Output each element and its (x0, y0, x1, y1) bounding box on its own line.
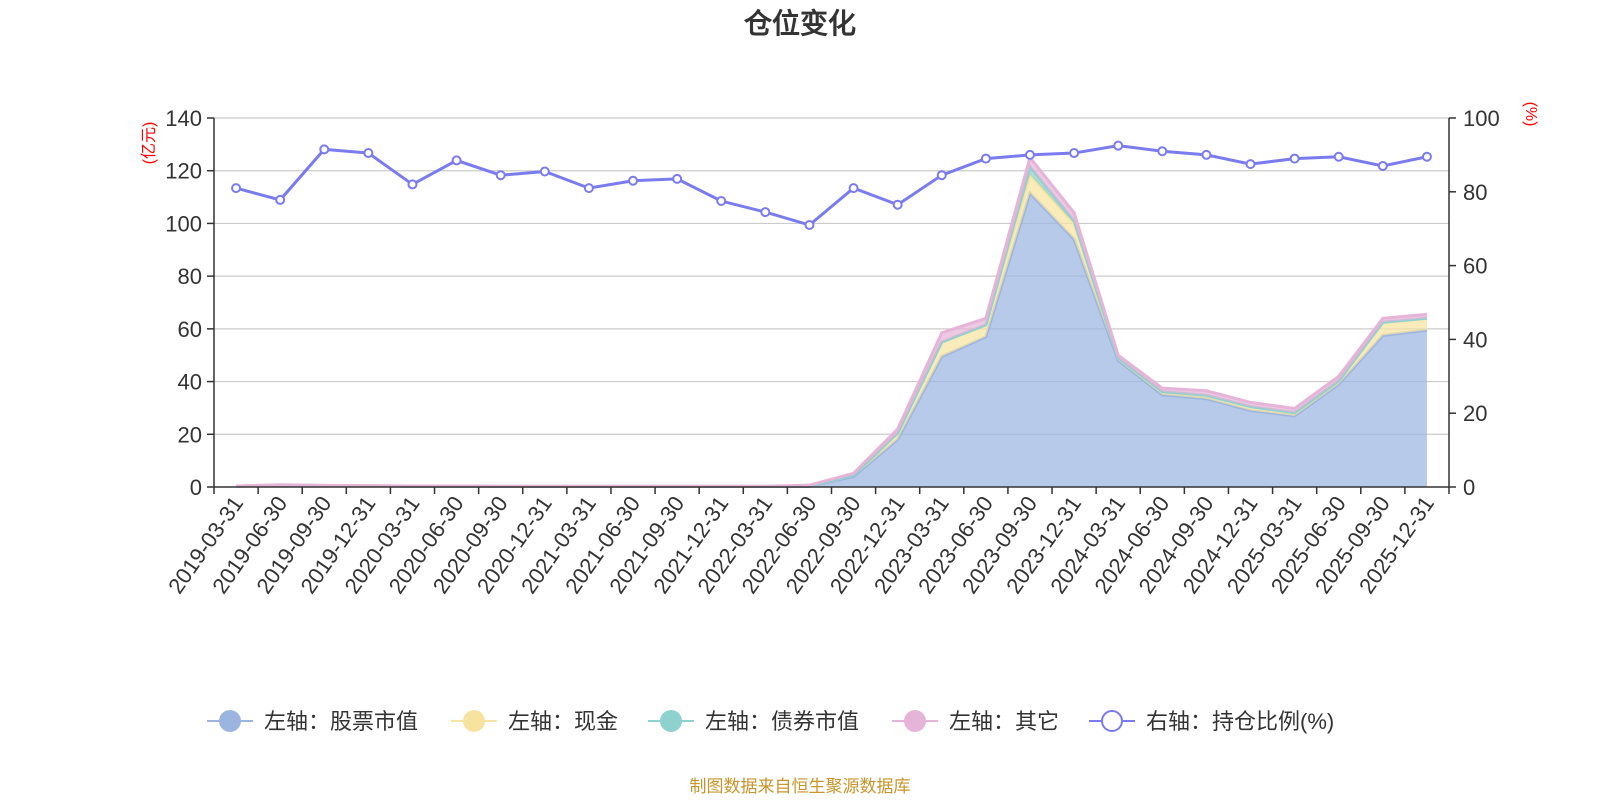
right-tick-label: 100 (1463, 106, 1500, 131)
left-tick-label: 100 (165, 211, 202, 236)
right-axis-unit: (%) (1522, 102, 1539, 127)
legend-marker (219, 710, 241, 732)
ratio-point (451, 155, 462, 166)
ratio-point (716, 196, 727, 207)
ratio-point (1333, 151, 1344, 162)
area-edge-左轴：其它 (236, 154, 1428, 488)
ratio-point (1245, 159, 1256, 170)
right-tick-label: 40 (1463, 327, 1487, 352)
ratio-point (539, 166, 550, 177)
left-tick-label: 0 (190, 475, 202, 500)
left-tick-label: 20 (178, 422, 202, 447)
ratio-point (319, 144, 330, 155)
ratio-line-series (231, 140, 1432, 231)
left-tick-label: 60 (178, 317, 202, 342)
legend-label: 左轴：股票市值 (264, 709, 418, 734)
ratio-point (672, 173, 683, 184)
left-tick-label: 80 (178, 264, 202, 289)
right-tick-label: 80 (1463, 180, 1487, 205)
ratio-point (1377, 160, 1388, 171)
ratio-point (936, 170, 947, 181)
right-tick-label: 0 (1463, 475, 1475, 500)
ratio-point (1157, 146, 1168, 157)
axes: 0204060801001201400204060801002019-03-31… (163, 106, 1500, 598)
ratio-point (1201, 149, 1212, 160)
legend-label: 左轴：其它 (949, 709, 1059, 734)
chart-title: 仓位变化 (744, 7, 856, 39)
ratio-point (760, 207, 771, 218)
legend-marker (1101, 710, 1123, 732)
ratio-point (1421, 151, 1432, 162)
ratio-point (1069, 148, 1080, 159)
grid-lines (214, 117, 1449, 435)
legend-marker (660, 710, 682, 732)
ratio-point (980, 153, 991, 164)
legend-label: 左轴：债券市值 (705, 709, 859, 734)
ratio-point (275, 194, 286, 205)
right-tick-label: 20 (1463, 401, 1487, 426)
legend-marker (904, 710, 926, 732)
stacked-areas (236, 154, 1428, 488)
ratio-point (804, 220, 815, 231)
ratio-point (583, 183, 594, 194)
legend: 左轴：股票市值 左轴：现金 左轴：债券市值 左轴：其它 右轴：持仓比例(%) (207, 709, 1334, 734)
ratio-point (363, 148, 374, 159)
ratio-point (892, 199, 903, 210)
legend-label: 右轴：持仓比例(%) (1146, 709, 1334, 734)
ratio-point (628, 175, 639, 186)
ratio-point (1289, 153, 1300, 164)
left-axis-unit: (亿元) (140, 122, 158, 165)
ratio-point (231, 183, 242, 194)
right-tick-label: 60 (1463, 254, 1487, 279)
left-tick-label: 120 (165, 159, 202, 184)
legend-label: 左轴：现金 (508, 709, 618, 734)
area-左轴：股票市值 (236, 193, 1427, 487)
ratio-point (495, 170, 506, 181)
left-tick-label: 40 (178, 370, 202, 395)
ratio-point (1024, 149, 1035, 160)
legend-marker (463, 710, 485, 732)
ratio-point (848, 183, 859, 194)
ratio-point (407, 179, 418, 190)
ratio-line (235, 144, 1428, 227)
ratio-point (1113, 140, 1124, 151)
data-source-note: 制图数据来自恒生聚源数据库 (690, 777, 911, 796)
left-tick-label: 140 (165, 106, 202, 131)
